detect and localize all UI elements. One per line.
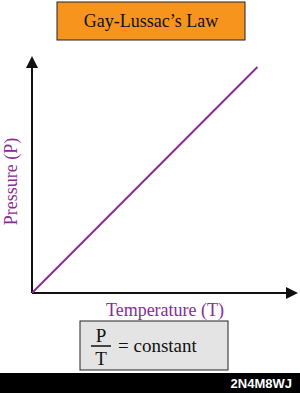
chart-root: Gay-Lussac’s Law Pressure (P) Temperature … [0, 0, 300, 393]
x-axis [32, 292, 292, 294]
data-line [32, 67, 257, 293]
y-axis-label: Pressure (P) [1, 138, 22, 226]
title-box [57, 2, 245, 40]
formula-text: = constant [118, 335, 198, 356]
y-axis-arrow [26, 56, 38, 68]
formula-numerator: P [96, 325, 107, 346]
title: Gay-Lussac’s Law [84, 11, 218, 31]
x-axis-label: Temperature (T) [106, 300, 224, 321]
formula-denominator: T [95, 348, 107, 369]
footer-bar [0, 373, 300, 393]
x-axis-arrow [286, 287, 298, 299]
formula-box [80, 321, 228, 370]
fraction-bar [91, 345, 111, 347]
plot-area [32, 67, 257, 293]
watermark: 2N4M8WJ [231, 376, 292, 391]
y-axis [31, 64, 33, 293]
